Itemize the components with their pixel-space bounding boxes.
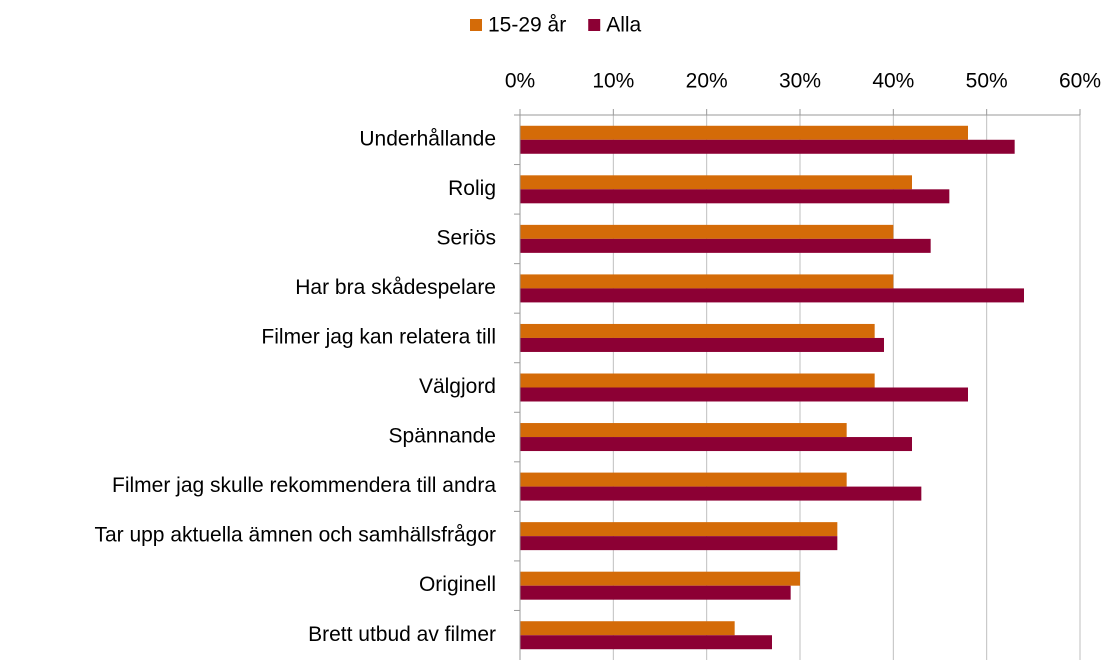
bar xyxy=(520,337,884,352)
x-tick-label: 10% xyxy=(592,70,634,93)
bar xyxy=(520,274,894,289)
bar xyxy=(520,437,912,452)
x-tick-label: 40% xyxy=(872,70,914,93)
y-tick-label: Tar upp aktuella ämnen och samhällsfrågo… xyxy=(94,524,496,547)
x-tick-label: 0% xyxy=(505,70,535,93)
bar xyxy=(520,522,838,537)
bar xyxy=(520,472,847,487)
y-tick-label: Filmer jag skulle rekommendera till andr… xyxy=(112,474,496,497)
y-tick-label: Har bra skådespelare xyxy=(295,276,496,299)
legend-label: Alla xyxy=(606,14,641,37)
bar xyxy=(520,536,838,551)
bar xyxy=(520,571,800,586)
bar xyxy=(520,323,875,338)
bar xyxy=(520,635,772,650)
y-tick-label: Originell xyxy=(419,573,496,596)
legend-swatch xyxy=(588,19,601,31)
y-tick-label: Rolig xyxy=(448,177,496,200)
bar xyxy=(520,288,1024,303)
bar xyxy=(520,621,735,636)
legend-swatch xyxy=(470,19,482,31)
bar xyxy=(520,387,968,402)
x-tick-label: 60% xyxy=(1059,70,1101,93)
bar xyxy=(520,423,847,438)
x-tick-label: 30% xyxy=(779,70,821,93)
bar xyxy=(520,486,922,501)
y-tick-label: Underhållande xyxy=(359,127,496,150)
bar xyxy=(520,125,968,140)
bar xyxy=(520,238,931,253)
bar xyxy=(520,373,875,388)
bar xyxy=(520,189,950,204)
y-tick-label: Brett utbud av filmer xyxy=(308,623,496,646)
x-tick-label: 50% xyxy=(966,70,1008,93)
y-tick-label: Spännande xyxy=(389,425,496,448)
x-tick-label: 20% xyxy=(686,70,728,93)
legend-label: 15-29 år xyxy=(488,14,566,37)
y-tick-label: Filmer jag kan relatera till xyxy=(261,326,496,349)
bar xyxy=(520,585,791,600)
y-tick-label: Välgjord xyxy=(419,375,496,398)
bar xyxy=(520,175,912,190)
bar xyxy=(520,139,1015,154)
y-tick-label: Seriös xyxy=(436,226,496,249)
bar xyxy=(520,224,894,239)
